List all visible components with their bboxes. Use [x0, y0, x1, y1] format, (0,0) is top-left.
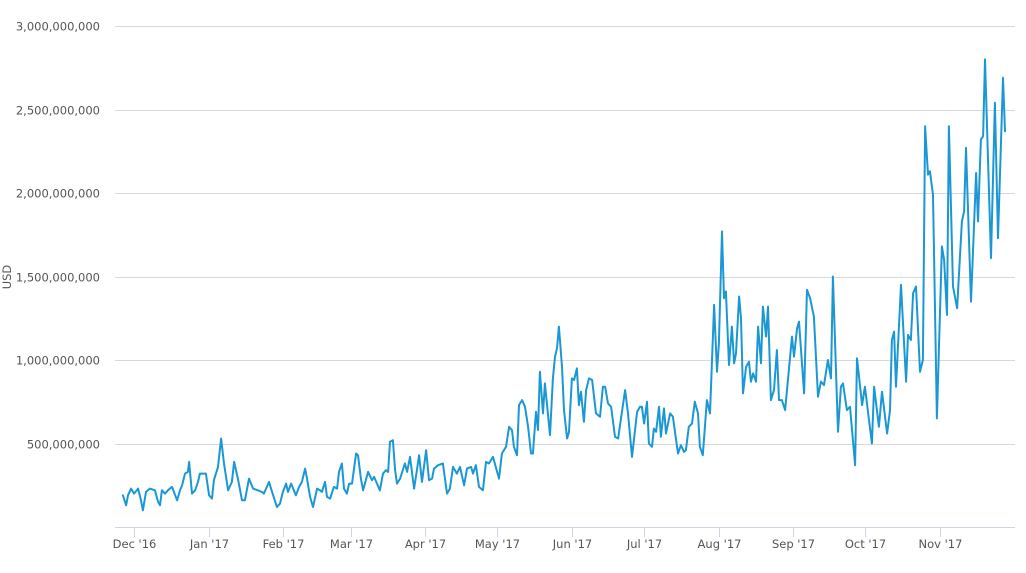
y-axis-title: USD	[0, 265, 14, 290]
x-axis: Dec '16 Jan '17 Feb '17 Mar '17 Apr '17 May '…	[113, 527, 1015, 551]
series-group	[121, 58, 1006, 512]
x-tick-label: Nov '17	[919, 537, 963, 551]
x-tick-label: Oct '17	[845, 537, 886, 551]
y-tick-label: 2,000,000,000	[16, 187, 100, 201]
y-tick-label: 1,000,000,000	[16, 354, 100, 368]
x-tick-label: Jul '17	[626, 537, 662, 551]
series-line	[121, 58, 1006, 512]
x-tick-label: Feb '17	[263, 537, 305, 551]
gridlines	[115, 26, 1015, 445]
y-axis: 500,000,000 1,000,000,000 1,500,000,000 2,0…	[16, 20, 100, 452]
x-tick-label: May '17	[475, 537, 520, 551]
y-tick-label: 2,500,000,000	[16, 104, 100, 118]
y-tick-label: 1,500,000,000	[16, 271, 100, 285]
x-tick-label: Jun '17	[552, 537, 592, 551]
x-tick-label: Apr '17	[405, 537, 446, 551]
x-tick-label: Dec '16	[113, 537, 157, 551]
x-tick-label: Aug '17	[698, 537, 742, 551]
x-tick-label: Mar '17	[330, 537, 373, 551]
y-tick-label: 500,000,000	[27, 438, 100, 452]
x-tick-label: Jan '17	[189, 537, 229, 551]
y-tick-label: 3,000,000,000	[16, 20, 100, 34]
x-tick-label: Sep '17	[772, 537, 815, 551]
